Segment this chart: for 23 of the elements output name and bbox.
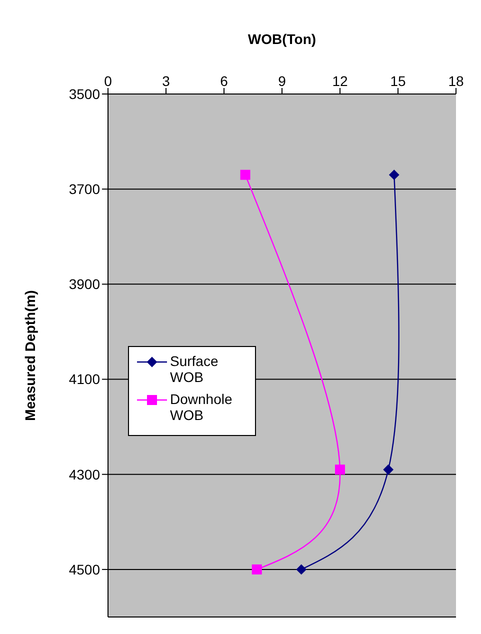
x-tick-label: 6 [220, 73, 228, 89]
x-tick-label: 12 [332, 73, 348, 89]
point [240, 170, 250, 180]
point [335, 464, 345, 475]
x-tick-label: 3 [162, 73, 170, 89]
legend-label: Surface WOB [170, 353, 220, 385]
point [383, 464, 394, 475]
point [252, 564, 262, 574]
point [389, 170, 400, 180]
x-tick-label: 9 [278, 73, 286, 89]
y-tick-label: 3700 [68, 181, 100, 198]
legend-label: Downhole WOB [170, 391, 234, 423]
x-tick-label: 0 [104, 73, 112, 89]
y-tick-label: 3900 [68, 276, 100, 292]
y-tick-label: 4100 [68, 371, 100, 388]
x-tick-label: 18 [448, 73, 464, 89]
y-axis-title: Measured Depth(m) [22, 290, 38, 421]
x-tick-label: 15 [390, 73, 406, 89]
y-tick-label: 4300 [68, 466, 100, 482]
y-tick-label: 4500 [68, 561, 100, 578]
x-axis-title: WOB(Ton) [248, 30, 316, 47]
point [296, 564, 306, 574]
y-tick-label: 3500 [68, 86, 100, 102]
